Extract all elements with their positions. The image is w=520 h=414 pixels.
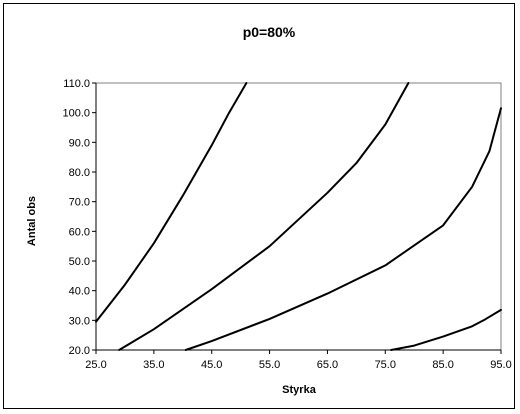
series-line-2	[118, 82, 410, 351]
x-tick-label: 45.0	[201, 359, 222, 371]
y-tick-label: 100.0	[62, 108, 90, 120]
x-tick-label: 25.0	[85, 359, 106, 371]
x-tick-label: 65.0	[317, 359, 338, 371]
x-tick-label: 35.0	[143, 359, 164, 371]
series-line-3	[184, 107, 502, 351]
y-axis-title: Antal obs	[26, 196, 38, 246]
plot-frame	[95, 82, 502, 351]
y-tick-label: 110.0	[63, 78, 90, 90]
x-tick-label: 85.0	[432, 359, 453, 371]
y-tick-label: 50.0	[69, 256, 90, 268]
x-axis: 25.0 35.0 45.0 55.0 65.0 75.0 85.0 95.0	[85, 349, 512, 371]
x-axis-title: Styrka	[282, 384, 317, 396]
plot-border	[95, 82, 502, 351]
series-layer	[95, 82, 502, 351]
series-line-1	[95, 82, 248, 323]
series-line-4	[390, 308, 502, 351]
y-tick-label: 90.0	[69, 137, 90, 149]
y-tick-label: 60.0	[69, 226, 90, 238]
x-tick-label: 75.0	[375, 359, 396, 371]
x-tick-label: 55.0	[259, 359, 280, 371]
x-tick-label: 95.0	[490, 359, 511, 371]
y-axis: 20.0 30.0 40.0 50.0 60.0 70.0 80.0 90.0 100.0 110…	[62, 78, 97, 357]
chart-svg: p0=80% 20.0 30.0 40.0 50.0 60.0 70.0 80.0 90.0 1…	[26, 24, 512, 396]
y-tick-label: 70.0	[69, 197, 90, 209]
y-tick-label: 30.0	[69, 315, 90, 327]
y-tick-label: 20.0	[69, 345, 90, 357]
chart-area: p0=80% 20.0 30.0 40.0 50.0 60.0 70.0 80.0 90.0 1…	[3, 3, 515, 409]
y-tick-label: 40.0	[69, 286, 90, 298]
y-tick-label: 80.0	[69, 167, 90, 179]
chart-title: p0=80%	[243, 24, 296, 40]
